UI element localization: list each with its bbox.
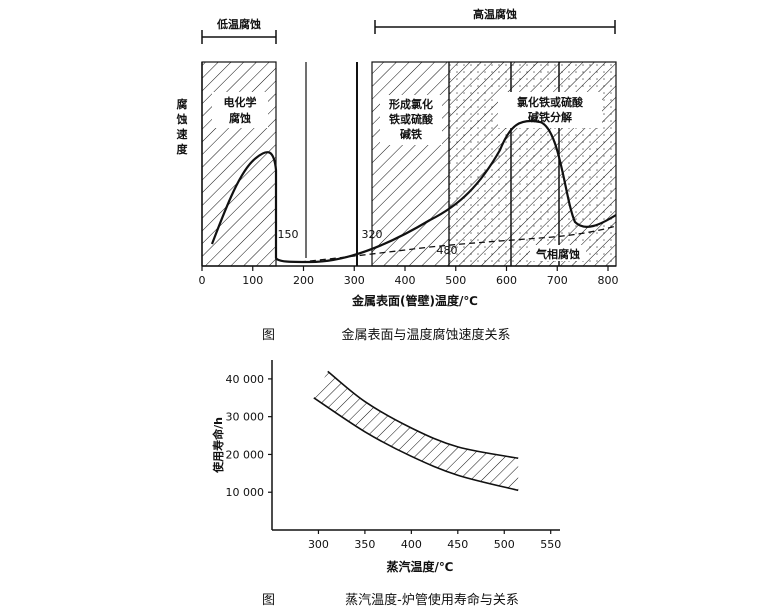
chloride-label-2: 铁或硫酸 [389, 112, 434, 126]
electro-label-2: 腐蚀 [229, 111, 251, 125]
chart2-y-tick-label: 40 000 [226, 373, 265, 386]
chart1-x-tick-label: 700 [547, 274, 568, 287]
service-life-upper-curve [327, 370, 519, 460]
decomp-label-bg [498, 92, 602, 128]
gas-label-bg [530, 245, 586, 261]
chloride-label-3: 碱铁 [400, 127, 422, 141]
low-temp-corrosion-label: 低温腐蚀 [216, 17, 261, 31]
chart2-y-axis-label: 使用寿命/h [211, 417, 225, 474]
gas-phase-corrosion-curve [299, 225, 617, 263]
chart-2: 300 350 400 450 500 550 10 000 20 000 30 000 40 … [211, 360, 561, 608]
chart1-x-tick-label: 800 [598, 274, 619, 287]
chart2-x-ticks: 300 350 400 450 500 550 [308, 530, 561, 551]
chart1-ylabel-char: 腐 [177, 97, 188, 111]
chart2-x-axis-label: 蒸汽温度/℃ [387, 559, 454, 574]
chart1-x-tick-label: 0 [199, 274, 206, 287]
figure1-caption-prefix: 图 [262, 328, 275, 343]
chloride-formation-zone [371, 61, 450, 267]
chart2-x-tick-label: 300 [308, 538, 329, 551]
annotation-320: 320 [362, 228, 383, 241]
chloride-label-1: 形成氯化 [389, 97, 433, 111]
chart1-x-axis-label: 金属表面(管壁)温度/℃ [351, 293, 478, 308]
gas-corrosion-label: 气相腐蚀 [535, 247, 580, 261]
figure2-caption-prefix: 图 [262, 593, 275, 608]
chart2-x-tick-label: 550 [540, 538, 561, 551]
chart1-x-tick-label: 500 [445, 274, 466, 287]
chart2-x-tick-label: 350 [354, 538, 375, 551]
decomp-label-2: 碱铁分解 [528, 110, 572, 124]
chart1-ylabel-char: 速 [177, 127, 188, 141]
electro-label-bg [212, 92, 268, 128]
chart1-y-axis-label: 腐蚀速度 [176, 97, 189, 156]
chart1-x-tick-label: 600 [496, 274, 517, 287]
chart1-x-tick-label: 400 [395, 274, 416, 287]
figure2-caption: 蒸汽温度-炉管使用寿命与关系 [345, 592, 519, 608]
chart1-ylabel-char: 蚀 [176, 112, 188, 126]
figure1-caption: 金属表面与温度腐蚀速度关系 [341, 327, 510, 343]
chart1-ylabel-char: 度 [177, 142, 189, 156]
corrosion-rate-curve [210, 119, 617, 264]
chart2-y-tick-label: 10 000 [226, 486, 265, 499]
chart1-x-tick-label: 300 [344, 274, 365, 287]
chloride-label-bg [380, 95, 442, 145]
chart1-x-tick-label: 100 [242, 274, 263, 287]
chart2-y-tick-label: 20 000 [226, 448, 265, 461]
chart-1: 低温腐蚀 高温腐蚀 电化学 腐蚀 形成氯化 铁或硫酸 碱铁 氯化铁或硫酸 碱铁分… [176, 7, 619, 343]
chart1-x-ticks: 0 100 200 300 400 500 600 700 800 [199, 266, 619, 287]
chart2-x-tick-label: 500 [494, 538, 515, 551]
annotation-150: 150 [278, 228, 299, 241]
chart2-x-tick-label: 400 [401, 538, 422, 551]
decomp-label-1: 氯化铁或硫酸 [517, 95, 584, 109]
chart2-x-tick-label: 450 [447, 538, 468, 551]
service-life-lower-curve [313, 397, 519, 492]
chart2-y-ticks: 10 000 20 000 30 000 40 000 [226, 373, 272, 499]
electro-label-1: 电化学 [224, 95, 257, 109]
chart1-x-tick-label: 200 [293, 274, 314, 287]
annotation-480: 480 [437, 244, 458, 257]
high-temp-corrosion-label: 高温腐蚀 [473, 7, 517, 21]
chart2-y-tick-label: 30 000 [226, 411, 265, 424]
